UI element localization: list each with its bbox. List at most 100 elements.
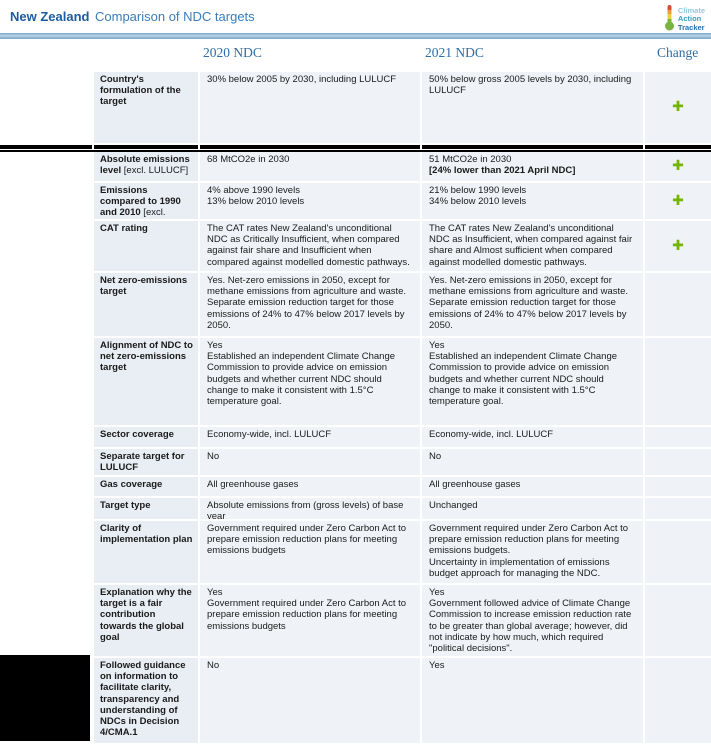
cell-2020: 68 MtCO2e in 2030 (200, 152, 422, 181)
cell-2020: Government required under Zero Carbon Ac… (200, 521, 422, 583)
row-margin (0, 183, 94, 219)
change-cell (645, 658, 711, 743)
table-row-gas-coverage: Gas coverage All greenhouse gases All gr… (0, 477, 711, 496)
cell-2021: Yes Established an independent Climate C… (422, 338, 645, 425)
cell-2021: The CAT rates New Zealand's unconditiona… (422, 221, 645, 271)
cell-2021: Government required under Zero Carbon Ac… (422, 521, 645, 583)
cell-2021: 21% below 1990 levels 34% below 2010 lev… (422, 183, 645, 219)
row-label-suffix: [excl. LULUCF] (100, 207, 166, 219)
row-margin (0, 521, 94, 583)
row-label-suffix: [excl. LULUCF] (121, 165, 189, 177)
row-label: Emissions compared to 1990 and 2010 (100, 185, 181, 219)
cell-2021-bold-note: [24% lower than 2021 April NDC] (429, 165, 576, 177)
section-divider (0, 145, 711, 149)
cell-2020: 4% above 1990 levels 13% below 2010 leve… (200, 183, 422, 219)
row-margin (0, 72, 94, 143)
change-cell (645, 498, 711, 519)
table-row-emissions-compared: Emissions compared to 1990 and 2010 [exc… (0, 183, 711, 219)
cell-2020: Absolute emissions from (gross levels) o… (200, 498, 422, 519)
table-row-country-formulation: Country's formulation of the target 30% … (0, 72, 711, 143)
cell-2021: No (422, 449, 645, 475)
cell-2020: All greenhouse gases (200, 477, 422, 496)
cell-2021: Economy-wide, incl. LULUCF (422, 427, 645, 447)
row-label: Net zero-emissions target (94, 273, 200, 336)
row-label: Followed guidance on information to faci… (94, 658, 200, 743)
cell-2021: Yes Government followed advice of Climat… (422, 585, 645, 656)
cell-2021: Unchanged (422, 498, 645, 519)
table-row-target-type: Target type Absolute emissions from (gro… (0, 498, 711, 519)
thermometer-icon (663, 3, 676, 36)
col-header-2021-ndc: 2021 NDC (425, 45, 484, 60)
plus-icon: ✚ (672, 192, 684, 209)
row-margin (0, 585, 94, 656)
row-label: Gas coverage (94, 477, 200, 496)
change-cell: ✚ (645, 152, 711, 181)
cell-2020: No (200, 658, 422, 743)
cell-2021: All greenhouse gases (422, 477, 645, 496)
row-margin (0, 427, 94, 447)
table-row-alignment-ndc: Alignment of NDC to net zero-emissions t… (0, 338, 711, 425)
climate-action-tracker-logo: Climate Action Tracker (663, 3, 705, 36)
change-cell (645, 449, 711, 475)
cell-2021: 51 MtCO2e in 2030 [24% lower than 2021 Ap… (422, 152, 645, 181)
change-cell: ✚ (645, 221, 711, 271)
row-margin (0, 338, 94, 425)
row-label: Target type (94, 498, 200, 519)
cell-2020: The CAT rates New Zealand's unconditiona… (200, 221, 422, 271)
col-header-2020-ndc: 2020 NDC (203, 45, 262, 60)
comparison-table: Country's formulation of the target 30% … (0, 72, 711, 745)
plus-icon: ✚ (672, 99, 684, 116)
table-row-cat-rating: CAT rating The CAT rates New Zealand's u… (0, 221, 711, 271)
row-margin (0, 221, 94, 271)
cell-2021-value: 51 MtCO2e in 2030 (429, 154, 512, 165)
change-cell (645, 427, 711, 447)
table-row-net-zero-target: Net zero-emissions target Yes. Net-zero … (0, 273, 711, 336)
table-row-sector-coverage: Sector coverage Economy-wide, incl. LULU… (0, 427, 711, 447)
table-row-fair-contribution: Explanation why the target is a fair con… (0, 585, 711, 656)
change-cell: ✚ (645, 183, 711, 219)
change-cell (645, 477, 711, 496)
cell-2020: No (200, 449, 422, 475)
row-label: Explanation why the target is a fair con… (94, 585, 200, 656)
row-label: CAT rating (94, 221, 200, 271)
row-label: Separate target for LULUCF (94, 449, 200, 475)
black-block (0, 655, 90, 741)
col-header-change: Change (657, 45, 699, 60)
logo-word-action: Action (677, 14, 702, 24)
header-bar: New Zealand Comparison of NDC targets Cl… (0, 0, 711, 33)
table-row-absolute-emissions: Absolute emissions level [excl. LULUCF] … (0, 152, 711, 181)
change-cell (645, 338, 711, 425)
row-margin (0, 273, 94, 336)
table-row-followed-guidance: Followed guidance on information to faci… (0, 658, 711, 743)
row-label: Alignment of NDC to net zero-emissions t… (94, 338, 200, 425)
cell-2021: 50% below gross 2005 levels by 2030, inc… (422, 72, 645, 143)
change-cell (645, 273, 711, 336)
section-divider-line (0, 150, 711, 152)
cell-2021: Yes (422, 658, 645, 743)
cell-2020: Economy-wide, incl. LULUCF (200, 427, 422, 447)
logo-text: Climate Action Tracker (677, 5, 705, 32)
plus-icon: ✚ (672, 237, 684, 254)
page-title: Comparison of NDC targets (95, 9, 255, 24)
logo-word-climate: Climate (677, 5, 705, 15)
table-row-separate-lulucf: Separate target for LULUCF No No (0, 449, 711, 475)
cell-2020: Yes. Net-zero emissions in 2050, except … (200, 273, 422, 336)
cell-2020: Yes Established an independent Climate C… (200, 338, 422, 425)
header-rule (0, 33, 711, 39)
row-margin (0, 498, 94, 519)
row-label: Clarity of implementation plan (94, 521, 200, 583)
cell-2021: Yes. Net-zero emissions in 2050, except … (422, 273, 645, 336)
row-label: Country's formulation of the target (94, 72, 200, 143)
plus-icon: ✚ (672, 158, 684, 175)
row-label: Sector coverage (94, 427, 200, 447)
cell-2020: Yes Government required under Zero Carbo… (200, 585, 422, 656)
cell-2020: 30% below 2005 by 2030, including LULUCF (200, 72, 422, 143)
logo-word-tracker: Tracker (677, 22, 705, 32)
row-label: Absolute emissions level (100, 154, 190, 177)
row-margin (0, 152, 94, 181)
change-cell (645, 585, 711, 656)
row-margin (0, 449, 94, 475)
table-row-clarity-plan: Clarity of implementation plan Governmen… (0, 521, 711, 583)
row-margin (0, 477, 94, 496)
change-cell (645, 521, 711, 583)
